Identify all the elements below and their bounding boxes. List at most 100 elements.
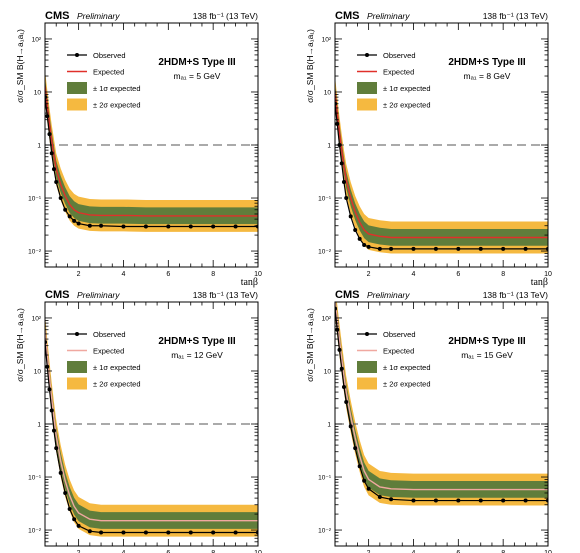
y-tick-label: 10² — [322, 315, 332, 322]
observed-line — [45, 97, 258, 228]
y-tick-label: 1 — [37, 143, 41, 150]
status-label: Preliminary — [367, 290, 410, 300]
y-tick-label: 10² — [32, 36, 42, 43]
observed-point — [335, 121, 340, 126]
x-tick-label: 8 — [211, 271, 215, 278]
observed-point — [67, 214, 72, 219]
legend-one-sigma-swatch — [67, 82, 87, 94]
one-sigma-band — [335, 83, 548, 246]
legend-two-sigma-label: ± 2σ expected — [93, 101, 141, 110]
legend-expected-label: Expected — [383, 347, 414, 356]
x-tick-label: 10 — [254, 271, 262, 278]
legend-one-sigma-label: ± 1σ expected — [383, 84, 431, 93]
model-label: 2HDM+S Type III — [448, 57, 526, 68]
x-tick-label: 2 — [367, 271, 371, 278]
observed-point — [362, 478, 367, 483]
y-tick-label: 10 — [34, 368, 42, 375]
legend-one-sigma-label: ± 1σ expected — [383, 363, 431, 372]
one-sigma-band — [45, 77, 258, 225]
y-tick-label: 1 — [37, 422, 41, 429]
observed-point — [72, 218, 77, 223]
x-tick-label: 6 — [456, 271, 460, 278]
legend-two-sigma-swatch — [67, 377, 87, 390]
x-tick-label: 6 — [456, 550, 460, 553]
observed-point — [501, 498, 506, 503]
observed-point — [121, 530, 126, 535]
observed-point — [47, 132, 52, 137]
legend-observed-label: Observed — [93, 330, 126, 339]
legend-two-sigma-label: ± 2σ expected — [383, 380, 431, 389]
x-tick-label: 8 — [501, 271, 505, 278]
y-tick-label: 10⁻¹ — [318, 475, 332, 482]
legend-one-sigma-label: ± 1σ expected — [93, 84, 141, 93]
legend-observed-label: Observed — [93, 51, 126, 60]
observed-point — [121, 224, 126, 229]
observed-point — [76, 221, 81, 226]
observed-point — [99, 223, 104, 228]
legend-one-sigma-label: ± 1σ expected — [93, 363, 141, 372]
chart-panel-2: 2 4 6 8 10 10⁻² 10⁻¹ 1 10 10² CMS Preliminary 138 fb… — [305, 10, 552, 288]
x-tick-label: 8 — [211, 550, 215, 553]
x-tick-label: 2 — [77, 550, 81, 553]
plot-area — [45, 69, 258, 232]
x-tick-label: 8 — [501, 550, 505, 553]
observed-point — [478, 246, 483, 251]
legend-observed-marker — [365, 332, 369, 336]
observed-point — [58, 470, 63, 475]
observed-point — [456, 498, 461, 503]
observed-point — [337, 347, 342, 352]
observed-point — [49, 151, 54, 156]
legend-observed-label: Observed — [383, 51, 416, 60]
observed-point — [411, 246, 416, 251]
observed-point — [72, 517, 77, 522]
observed-point — [211, 530, 216, 535]
legend-one-sigma-swatch — [357, 361, 377, 373]
observed-point — [339, 366, 344, 371]
observed-point — [47, 387, 52, 392]
status-label: Preliminary — [367, 11, 410, 21]
y-axis-title: σ/σ_SM B(H→a₁a₁) — [15, 29, 25, 103]
observed-point — [433, 498, 438, 503]
observed-point — [51, 167, 56, 172]
x-tick-label: 4 — [412, 550, 416, 553]
legend-two-sigma-swatch — [357, 377, 377, 390]
lumi-label: 138 fb⁻¹ (13 TeV) — [193, 11, 258, 21]
x-tick-label: 10 — [544, 271, 552, 278]
legend-expected-label: Expected — [93, 68, 124, 77]
x-tick-label: 6 — [166, 550, 170, 553]
status-label: Preliminary — [77, 11, 120, 21]
y-tick-label: 10⁻¹ — [28, 475, 42, 482]
plot-area — [335, 302, 548, 506]
y-tick-label: 10⁻² — [318, 528, 332, 535]
observed-point — [51, 428, 56, 433]
observed-point — [523, 246, 528, 251]
observed-point — [344, 196, 349, 201]
observed-point — [58, 196, 63, 201]
legend-expected-label: Expected — [93, 347, 124, 356]
x-tick-label: 10 — [544, 550, 552, 553]
x-tick-label: 6 — [166, 271, 170, 278]
x-tick-label: 10 — [254, 550, 262, 553]
expected-line — [45, 85, 258, 217]
observed-point — [357, 464, 362, 469]
expected-line — [335, 302, 548, 491]
legend-two-sigma-label: ± 2σ expected — [383, 101, 431, 110]
lumi-label: 138 fb⁻¹ (13 TeV) — [483, 11, 548, 21]
observed-point — [389, 497, 394, 502]
y-axis-title: σ/σ_SM B(H→a₁a₁) — [305, 308, 315, 382]
legend-observed-marker — [75, 53, 79, 57]
chart-panel-3: 2 4 6 8 10 10⁻² 10⁻¹ 1 10 10² CMS Preliminary 138 fb… — [15, 289, 262, 553]
x-tick-label: 4 — [122, 271, 126, 278]
observed-point — [76, 523, 81, 528]
legend-one-sigma-swatch — [357, 82, 377, 94]
observed-point — [63, 207, 68, 212]
mass-label: mₐ₁ = 12 GeV — [171, 350, 223, 360]
observed-point — [67, 506, 72, 511]
observed-line — [45, 342, 258, 534]
observed-point — [353, 446, 358, 451]
observed-point — [45, 114, 50, 119]
observed-line — [335, 308, 548, 502]
y-tick-label: 10⁻¹ — [318, 196, 332, 203]
y-tick-label: 10 — [34, 89, 42, 96]
